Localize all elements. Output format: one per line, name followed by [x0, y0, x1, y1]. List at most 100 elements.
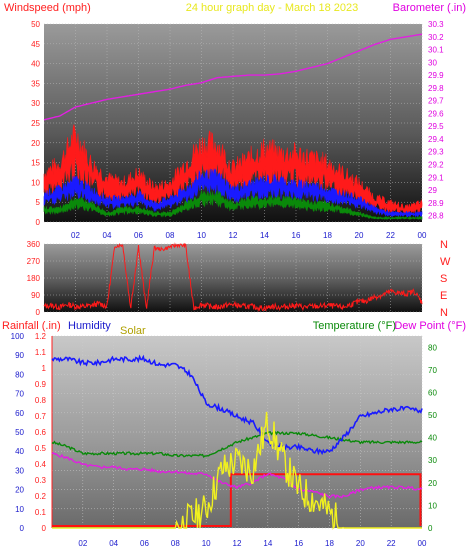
- compass-label: W: [440, 256, 451, 268]
- time-tick-label: 14: [260, 231, 269, 240]
- rainfall-tick-label: 0.2: [35, 492, 47, 501]
- rainfall-axis-title: Rainfall (.in): [2, 320, 61, 332]
- direction-tick-label: 180: [27, 274, 41, 283]
- wind-tick-label: 15: [31, 159, 40, 168]
- compass-label: S: [440, 273, 447, 285]
- humidity-tick-label: 60: [15, 409, 24, 418]
- temperature-tick-label: 10: [428, 501, 437, 510]
- time-tick-label: 20: [356, 539, 365, 548]
- windspeed-axis-title: Windspeed (mph): [4, 2, 91, 14]
- time-tick-label: 18: [325, 539, 334, 548]
- time-tick-label: 22: [387, 539, 396, 548]
- direction-tick-label: 90: [31, 291, 40, 300]
- temperature-tick-label: 30: [428, 456, 437, 465]
- time-tick-label: 08: [166, 231, 175, 240]
- time-tick-label: 14: [263, 539, 272, 548]
- rainfall-tick-label: 0.1: [35, 508, 47, 517]
- wind-tick-label: 25: [31, 119, 40, 128]
- time-tick-label: 16: [294, 539, 303, 548]
- temperature-tick-label: 80: [428, 343, 437, 352]
- time-tick-label: 06: [140, 539, 149, 548]
- rainfall-tick-label: 0.4: [35, 460, 47, 469]
- humidity-tick-label: 50: [15, 428, 24, 437]
- wind-tick-label: 20: [31, 139, 40, 148]
- humidity-tick-label: 0: [20, 524, 25, 533]
- barometer-tick-label: 29.2: [428, 161, 444, 170]
- barometer-tick-label: 30: [428, 58, 437, 67]
- rainfall-tick-label: 0.5: [35, 444, 47, 453]
- compass-label: E: [440, 290, 447, 302]
- barometer-tick-label: 30.2: [428, 33, 444, 42]
- barometer-tick-label: 28.8: [428, 212, 444, 221]
- dewpoint-line: [51, 451, 423, 499]
- rainfall-line: [52, 473, 422, 527]
- time-tick-label: 16: [292, 231, 301, 240]
- time-tick-label: 22: [386, 231, 395, 240]
- humidity-tick-label: 90: [15, 351, 24, 360]
- temperature-tick-label: 20: [428, 479, 437, 488]
- rainfall-tick-label: 1.1: [35, 348, 47, 357]
- humidity-legend: Humidity: [68, 320, 111, 332]
- direction-tick-label: 270: [27, 257, 41, 266]
- direction-tick-label: 0: [36, 308, 41, 317]
- temperature-tick-label: 40: [428, 434, 437, 443]
- barometer-tick-label: 29.1: [428, 173, 444, 182]
- temperature-line: [51, 430, 423, 458]
- time-tick-label: 00: [418, 539, 427, 548]
- wind-average-line: [43, 167, 423, 218]
- barometer-tick-label: 30.1: [428, 46, 444, 55]
- rainfall-tick-label: 1: [42, 364, 47, 373]
- compass-label: N: [440, 239, 448, 251]
- humidity-tick-label: 80: [15, 370, 24, 379]
- barometer-tick-label: 28.9: [428, 199, 444, 208]
- barometer-tick-label: 29.6: [428, 109, 444, 118]
- time-tick-label: 12: [233, 539, 242, 548]
- wind-tick-label: 5: [36, 198, 41, 207]
- humidity-tick-label: 70: [15, 390, 24, 399]
- wind-tick-label: 40: [31, 60, 40, 69]
- time-tick-label: 06: [134, 231, 143, 240]
- temperature-tick-label: 70: [428, 366, 437, 375]
- wind-tick-label: 50: [31, 20, 40, 29]
- barometer-tick-label: 30.3: [428, 20, 444, 29]
- rainfall-tick-label: 0.6: [35, 428, 47, 437]
- time-tick-label: 02: [71, 231, 80, 240]
- time-tick-label: 10: [197, 231, 206, 240]
- time-tick-label: 20: [355, 231, 364, 240]
- humidity-tick-label: 40: [15, 447, 24, 456]
- solar-line: [52, 411, 422, 531]
- rainfall-tick-label: 0.9: [35, 380, 47, 389]
- temperature-axis-title: Temperature (°F): [313, 320, 396, 332]
- barometer-axis-title: Barometer (.in): [393, 2, 466, 14]
- time-tick-label: 08: [171, 539, 180, 548]
- rainfall-tick-label: 1.2: [35, 332, 47, 341]
- wind-tick-label: 45: [31, 40, 40, 49]
- time-tick-label: 00: [418, 231, 427, 240]
- wind-tick-label: 35: [31, 79, 40, 88]
- humidity-tick-label: 10: [15, 505, 24, 514]
- rainfall-tick-label: 0.7: [35, 412, 47, 421]
- barometer-tick-label: 29.9: [428, 71, 444, 80]
- time-tick-label: 02: [78, 539, 87, 548]
- temperature-tick-label: 60: [428, 388, 437, 397]
- wind-minimum-line: [43, 190, 423, 220]
- rainfall-tick-label: 0.8: [35, 396, 47, 405]
- time-tick-label: 12: [229, 231, 238, 240]
- barometer-tick-label: 29.3: [428, 148, 444, 157]
- dewpoint-axis-title: Dew Point (°F): [394, 320, 466, 332]
- wind-gust-line: [43, 124, 423, 215]
- time-tick-label: 04: [103, 231, 112, 240]
- time-tick-label: 04: [109, 539, 118, 548]
- humidity-tick-label: 30: [15, 466, 24, 475]
- wind-tick-label: 10: [31, 178, 40, 187]
- rainfall-tick-label: 0.3: [35, 476, 47, 485]
- barometer-tick-label: 29.4: [428, 135, 444, 144]
- barometer-tick-label: 29.8: [428, 84, 444, 93]
- barometer-tick-label: 29.5: [428, 122, 444, 131]
- wind-tick-label: 30: [31, 99, 40, 108]
- barometer-tick-label: 29: [428, 186, 437, 195]
- time-tick-label: 18: [323, 231, 332, 240]
